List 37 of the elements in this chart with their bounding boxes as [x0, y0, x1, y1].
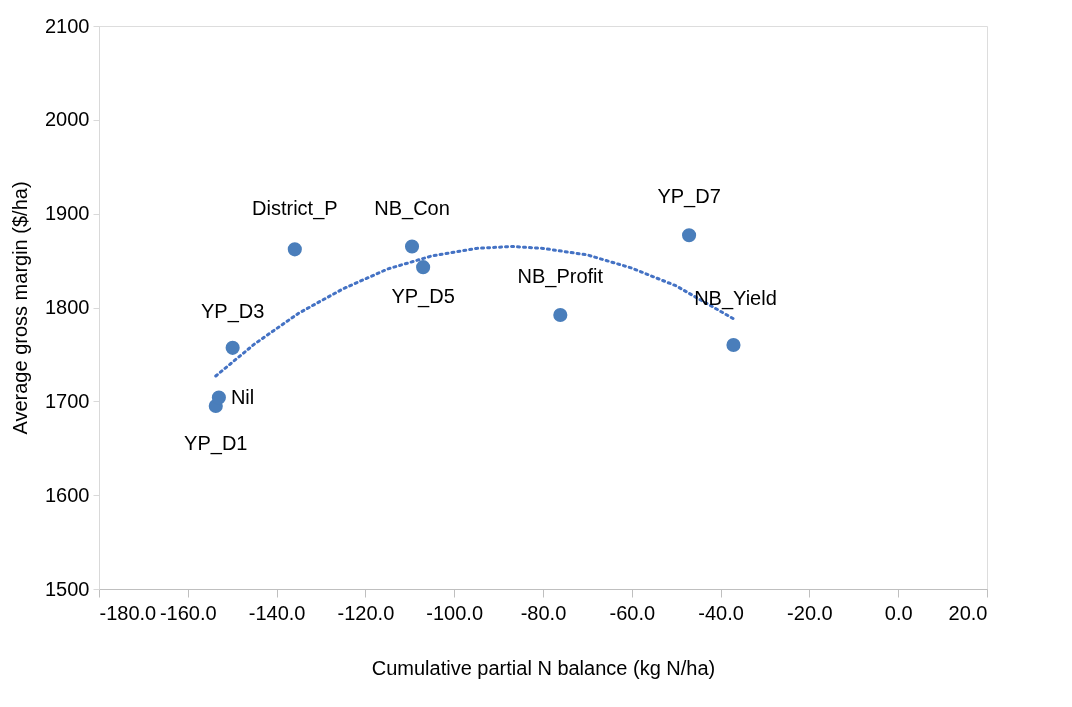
- point: [404, 239, 420, 254]
- x-tick-label: -120.0: [337, 601, 395, 624]
- point: [682, 228, 697, 243]
- point: [211, 390, 226, 405]
- annotation: NB_Yield: [694, 287, 777, 311]
- x-tick-label: -80.0: [520, 601, 567, 624]
- x-tick-label: -180.0: [99, 601, 157, 624]
- y-tick-label: 1700: [45, 389, 90, 412]
- annotation: NB_Profit: [517, 265, 604, 289]
- y-tick-label: 2100: [45, 14, 90, 37]
- x-tick-label: 20.0: [948, 601, 988, 624]
- y-tick-label: 2000: [45, 108, 90, 131]
- y-tick-label: 1900: [45, 202, 90, 225]
- point: [416, 260, 431, 275]
- x-tick-label: -100.0: [426, 601, 484, 624]
- annotation: Nil: [230, 385, 255, 408]
- y-tick-label: 1800: [45, 296, 90, 318]
- x-axis-title: Cumulative partial N balance (kg N/ha): [371, 656, 716, 679]
- annotation: District_P: [252, 197, 338, 221]
- annotation: YP_D3: [200, 299, 265, 323]
- x-tick-label: -40.0: [698, 601, 744, 624]
- annotation: YP_D5: [391, 285, 455, 309]
- point: [726, 337, 741, 353]
- annotation: YP_D1: [184, 432, 248, 456]
- x-tick-label: 0.0: [884, 601, 913, 624]
- point: [225, 340, 240, 355]
- x-tick-label: -20.0: [787, 601, 833, 624]
- x-tick-label: -60.0: [609, 601, 656, 624]
- x-tick-label: -160.0: [159, 601, 217, 624]
- y-tick-label: 1600: [45, 483, 90, 506]
- y-tick-label: 1500: [45, 577, 90, 600]
- annotation: NB_Con: [374, 196, 450, 220]
- point: [553, 307, 568, 323]
- x-tick-label: -140.0: [248, 601, 306, 624]
- annotation: YP_D7: [657, 185, 721, 209]
- y-axis-title: Average gross margin ($/ha): [9, 181, 32, 435]
- point: [287, 242, 302, 257]
